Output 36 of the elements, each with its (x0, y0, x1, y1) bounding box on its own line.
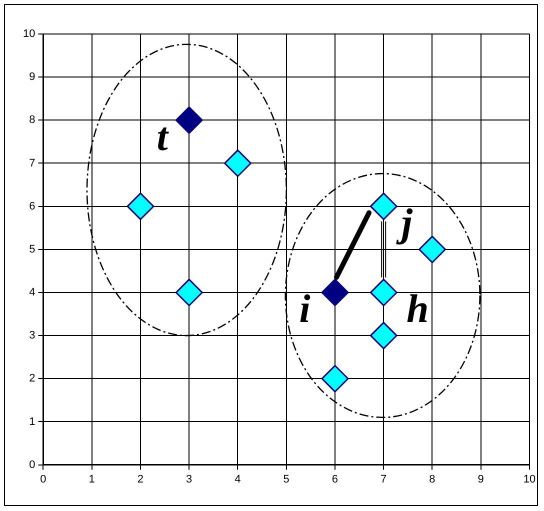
y-tick-label: 7 (29, 157, 36, 170)
y-tick-label: 0 (29, 458, 36, 471)
x-tick-label: 7 (380, 473, 387, 486)
y-tick-label: 9 (29, 71, 36, 84)
x-tick-label: 2 (137, 473, 144, 486)
x-tick-label: 3 (186, 473, 192, 486)
point (370, 278, 398, 306)
y-tick-label: 4 (29, 286, 36, 299)
annotation: j (395, 200, 414, 246)
point (370, 322, 398, 350)
point (370, 192, 398, 220)
point (175, 278, 203, 306)
annotation: h (406, 286, 429, 332)
x-tick-label: 4 (234, 473, 241, 486)
point (321, 278, 349, 306)
x-tick-label: 0 (40, 473, 46, 486)
annotation: i (299, 286, 310, 332)
x-tick-label: 9 (478, 473, 484, 486)
y-tick-label: 5 (29, 243, 36, 256)
x-tick-label: 1 (88, 473, 95, 486)
x-tick-label: 6 (332, 473, 338, 486)
point (126, 192, 154, 220)
y-tick-label: 10 (22, 28, 36, 40)
point (175, 106, 203, 134)
y-tick-label: 1 (29, 416, 36, 428)
y-tick-label: 8 (29, 114, 36, 126)
point (224, 149, 252, 177)
x-tick-label: 5 (283, 473, 290, 486)
y-tick-label: 2 (29, 372, 36, 385)
point (418, 236, 446, 264)
x-tick-label: 8 (429, 473, 436, 486)
y-tick-label: 3 (29, 330, 36, 342)
annotation: t (156, 114, 170, 159)
point (321, 364, 349, 392)
y-tick-label: 6 (29, 200, 36, 212)
x-tick-label: 10 (523, 473, 536, 486)
